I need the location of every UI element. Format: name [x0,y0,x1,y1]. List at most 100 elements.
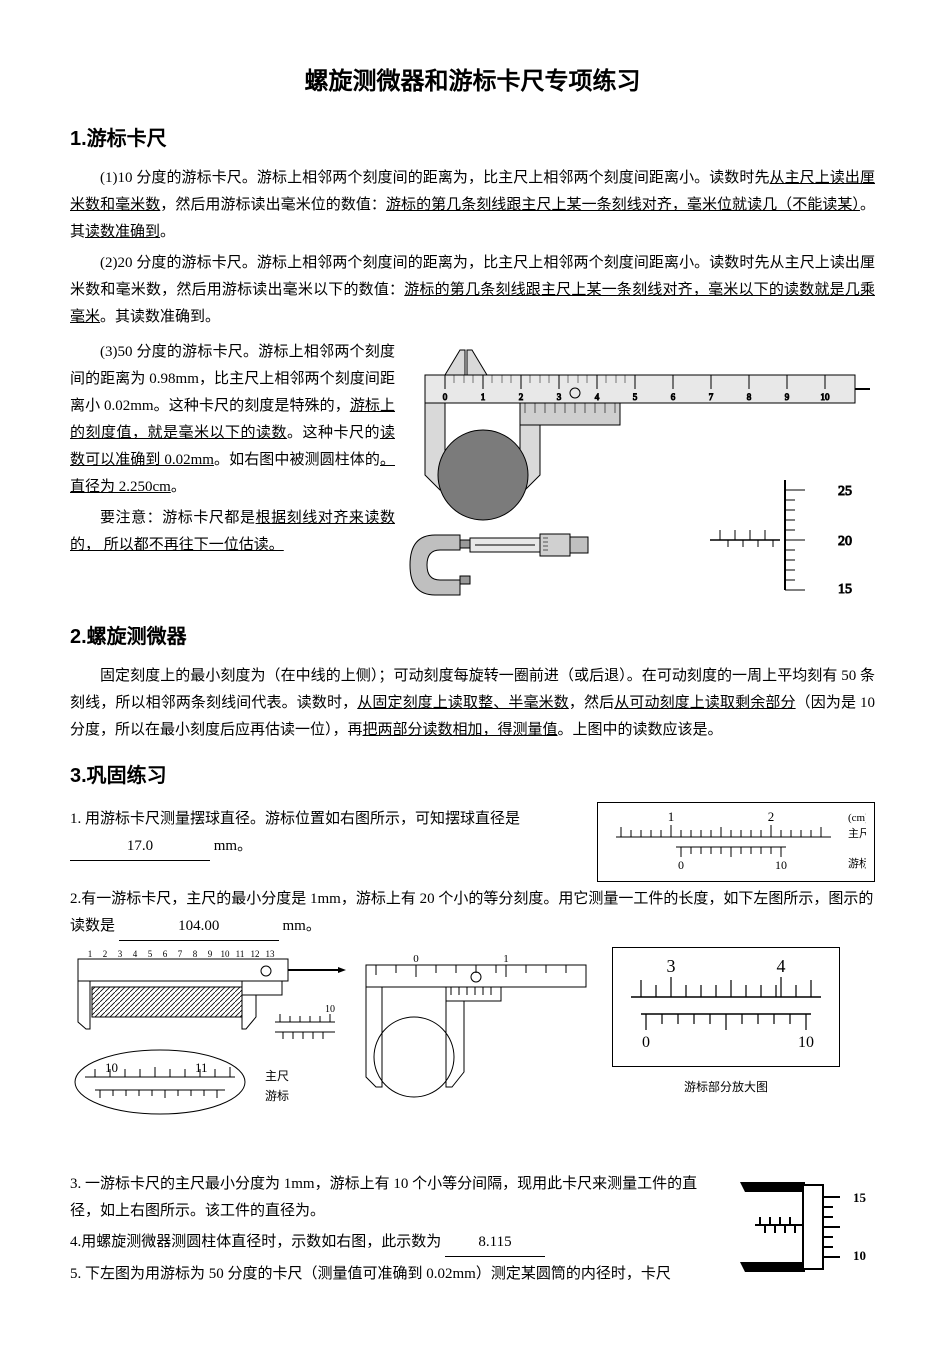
q1-row: 1. 用游标卡尺测量摆球直径。游标位置如右图所示，可知摆球直径是 17.0 mm… [70,802,875,882]
svg-text:8: 8 [747,392,752,402]
svg-text:5: 5 [633,392,638,402]
svg-text:主尺: 主尺 [265,1069,289,1083]
svg-text:10: 10 [105,1060,118,1075]
svg-text:6: 6 [163,949,168,959]
text: 。 [171,479,186,495]
svg-text:11: 11 [236,949,245,959]
text: 1. 用游标卡尺测量摆球直径。游标位置如右图所示，可知摆球直径是 [70,811,520,827]
svg-text:11: 11 [195,1060,208,1075]
svg-text:6: 6 [671,392,676,402]
answer-blank: 8.115 [445,1229,545,1257]
page-title: 螺旋测微器和游标卡尺专项练习 [70,60,875,103]
q2-right-caption: 游标部分放大图 [612,1077,840,1099]
svg-text:9: 9 [208,949,213,959]
svg-text:25: 25 [838,484,852,499]
svg-text:(cm): (cm) [848,812,866,824]
text: 。上图中的读数应该是。 [558,722,723,738]
q2-figure-strip: 12345678910111213 10 11 主尺 [70,947,875,1117]
underline: 直径为 2.250cm [70,479,171,495]
svg-text:10: 10 [775,858,787,872]
svg-text:0: 0 [443,392,448,402]
micrometer-scale-enlarged: 25 20 15 [710,475,870,597]
svg-text:4: 4 [595,392,600,402]
underline: 。 [380,452,395,468]
svg-text:8: 8 [193,949,198,959]
text: 。 [160,224,175,240]
svg-text:10: 10 [798,1034,814,1051]
underline: 读数准确到 [85,224,160,240]
underline: 从固定刻度上读取整、半毫米数 [357,695,569,711]
svg-text:主尺: 主尺 [848,827,866,840]
text: ，然后用游标读出毫米位的数值： [160,197,386,213]
text: mm。 [283,918,321,934]
svg-text:12: 12 [251,949,260,959]
svg-text:1: 1 [88,949,93,959]
sec1-p3: (3)50 分度的游标卡尺。游标上相邻两个刻度间的距离为 0.98mm，比主尺上… [70,339,395,501]
sec1-p1: (1)10 分度的游标卡尺。游标上相邻两个刻度间的距离为，比主尺上相邻两个刻度间… [70,165,875,246]
svg-text:4: 4 [777,956,786,976]
svg-text:15: 15 [853,1190,867,1205]
text: 。其读数准确到。 [100,309,220,325]
svg-text:10: 10 [325,1004,335,1015]
underline: 把两部分读数相加，得测量值 [363,722,558,738]
text: mm。 [214,838,252,854]
q3-q4-row: 3. 一游标卡尺的主尺最小分度为 1mm，游标上有 10 个小等分间隔，现用此卡… [70,1167,875,1292]
text: ，然后 [569,695,614,711]
sec1-p4: 要注意：游标卡尺都是根据刻线对齐来读数的， 所以都不再往下一位估读。 [70,505,395,559]
svg-text:3: 3 [118,949,123,959]
q3: 3. 一游标卡尺的主尺最小分度为 1mm，游标上有 10 个小等分间隔，现用此卡… [70,1171,715,1225]
section-3-heading: 3.巩固练习 [70,758,875,794]
svg-text:0: 0 [642,1034,650,1051]
underline: 游标的第几条刻线跟主尺上某一条刻线对齐，毫米位就读几（不能读某） [386,197,860,213]
svg-text:2: 2 [103,949,108,959]
svg-text:1: 1 [503,953,509,965]
q4: 4.用螺旋测微器测圆柱体直径时，示数如右图，此示数为 8.115 [70,1229,715,1257]
q2-right-figure: 3 4 0 10 游标部分放大图 [612,947,840,1099]
caliper-micrometer-figure: 0 1 2 3 4 5 6 7 8 9 10 [405,335,875,605]
text: 。这种卡尺的 [287,425,380,441]
svg-text:10: 10 [821,392,831,402]
sec1-p3-row: (3)50 分度的游标卡尺。游标上相邻两个刻度间的距离为 0.98mm，比主尺上… [70,335,875,605]
text: 要注意：游标卡尺都是 [100,510,256,526]
sec1-p2: (2)20 分度的游标卡尺。游标上相邻两个刻度间的距离为，比主尺上相邻两个刻度间… [70,250,875,331]
svg-text:1: 1 [481,392,486,402]
svg-text:2: 2 [519,392,524,402]
svg-text:4: 4 [133,949,138,959]
text: 。如右图中被测圆柱体的 [214,452,380,468]
svg-text:2: 2 [768,809,775,824]
text: (1)10 分度的游标卡尺。游标上相邻两个刻度间的距离为，比主尺上相邻两个刻度间… [100,170,770,186]
svg-text:0: 0 [678,858,684,872]
svg-text:0: 0 [413,953,419,965]
sec2-p1: 固定刻度上的最小刻度为（在中线的上侧）；可动刻度每旋转一圈前进（或后退）。在可动… [70,663,875,744]
q3-q4-text: 3. 一游标卡尺的主尺最小分度为 1mm，游标上有 10 个小等分间隔，现用此卡… [70,1167,715,1292]
q4-figure: 15 10 [725,1167,875,1287]
sec1-p3-text: (3)50 分度的游标卡尺。游标上相邻两个刻度间的距离为 0.98mm，比主尺上… [70,335,395,563]
svg-text:5: 5 [148,949,153,959]
q1-figure: (cm) 主尺 游标 1 2 0 10 [597,802,875,882]
svg-text:7: 7 [178,949,183,959]
section-2-heading: 2.螺旋测微器 [70,619,875,655]
svg-text:15: 15 [838,582,852,597]
answer-blank: 104.00 [119,913,279,941]
q2: 2.有一游标卡尺，主尺的最小分度是 1mm，游标上有 20 个小的等分刻度。用它… [70,886,875,941]
svg-text:13: 13 [266,949,276,959]
svg-text:9: 9 [785,392,790,402]
q2-mid-figure: 0 1 [356,947,606,1107]
micrometer-icon [410,534,588,595]
text: (3)50 分度的游标卡尺。游标上相邻两个刻度间的距离为 0.98mm，比主尺上… [70,344,395,414]
text: 4.用螺旋测微器测圆柱体直径时，示数如右图，此示数为 [70,1234,441,1250]
svg-text:20: 20 [838,534,852,549]
svg-text:3: 3 [557,392,562,402]
section-1-heading: 1.游标卡尺 [70,121,875,157]
spacer [70,1127,875,1167]
svg-text:10: 10 [853,1248,866,1263]
q1: 1. 用游标卡尺测量摆球直径。游标位置如右图所示，可知摆球直径是 17.0 mm… [70,806,587,861]
svg-text:1: 1 [668,809,675,824]
svg-text:10: 10 [221,949,231,959]
underline: 从可动刻度上读取剩余部分 [614,695,795,711]
q2-left-figure: 12345678910111213 10 11 主尺 [70,947,350,1117]
svg-text:7: 7 [709,392,714,402]
q1-text: 1. 用游标卡尺测量摆球直径。游标位置如右图所示，可知摆球直径是 17.0 mm… [70,802,587,865]
svg-text:游标: 游标 [265,1089,289,1103]
answer-blank: 17.0 [70,833,210,861]
